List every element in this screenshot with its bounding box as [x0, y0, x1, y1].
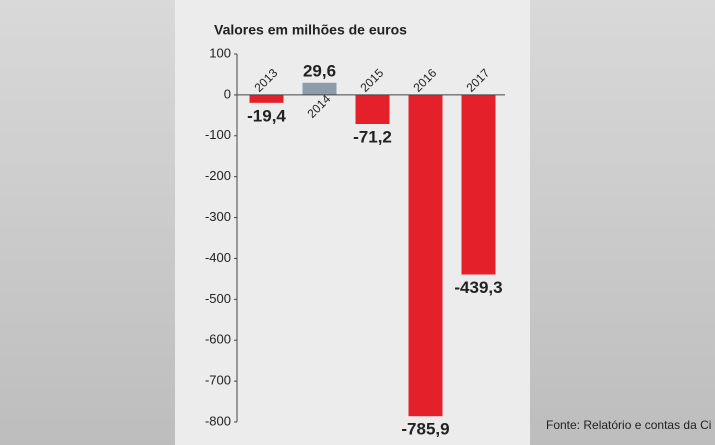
bar: [355, 94, 390, 125]
value-label: -71,2: [353, 127, 392, 146]
y-tick-label: -800: [205, 413, 231, 428]
bar: [249, 94, 284, 103]
value-label: -785,9: [401, 420, 449, 439]
bar: [408, 94, 443, 417]
bar: [461, 94, 496, 275]
bar: [302, 82, 337, 95]
y-tick-label: -200: [205, 168, 231, 183]
y-tick-label: -500: [205, 291, 231, 306]
value-label: -19,4: [247, 106, 286, 125]
y-tick-label: -700: [205, 373, 231, 388]
value-label: 29,6: [303, 61, 336, 80]
y-tick-label: -400: [205, 250, 231, 265]
y-tick-label: 0: [224, 86, 231, 101]
y-tick-label: 100: [209, 45, 231, 60]
y-tick-label: -600: [205, 332, 231, 347]
y-tick-label: -100: [205, 127, 231, 142]
value-label: -439,3: [454, 278, 502, 297]
y-tick-label: -300: [205, 209, 231, 224]
chart-title: Valores em milhões de euros: [214, 22, 407, 38]
source-note: Fonte: Relatório e contas da Ci: [546, 418, 711, 432]
